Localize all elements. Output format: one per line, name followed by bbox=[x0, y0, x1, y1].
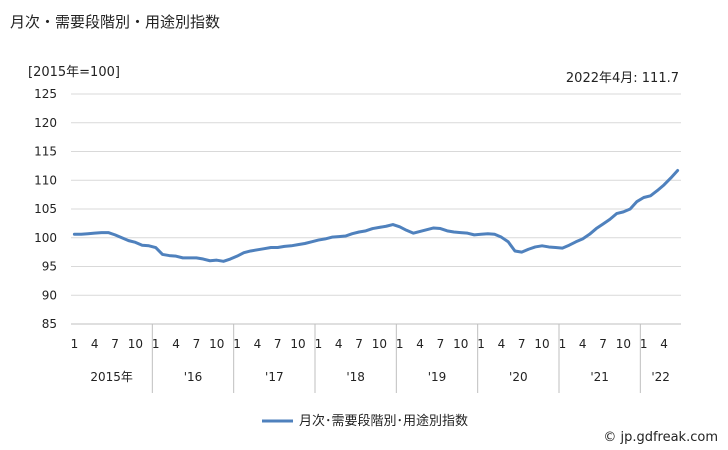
x-tick-label: 4 bbox=[172, 337, 180, 351]
x-tick-label: 4 bbox=[498, 337, 506, 351]
x-tick-label: 10 bbox=[616, 337, 631, 351]
x-tick-label: 10 bbox=[128, 337, 143, 351]
x-tick-label: 7 bbox=[111, 337, 119, 351]
x-tick-label: 10 bbox=[534, 337, 549, 351]
x-year-label: '20 bbox=[509, 370, 528, 384]
y-tick-label: 110 bbox=[34, 173, 57, 187]
latest-value-annotation: 2022年4月: 111.7 bbox=[566, 71, 679, 86]
unit-label: [2015年=100] bbox=[28, 65, 120, 80]
x-tick-label: 4 bbox=[660, 337, 668, 351]
y-tick-label: 100 bbox=[34, 231, 57, 245]
y-tick-label: 95 bbox=[42, 260, 57, 274]
series-line bbox=[72, 168, 680, 263]
y-tick-label: 120 bbox=[34, 116, 57, 130]
legend: 月次･需要段階別･用途別指数 bbox=[262, 413, 468, 429]
x-tick-label: 7 bbox=[437, 337, 445, 351]
x-tick-label: 1 bbox=[396, 337, 404, 351]
x-tick-label: 1 bbox=[71, 337, 79, 351]
x-year-label: '22 bbox=[651, 370, 670, 384]
x-tick-label: 10 bbox=[209, 337, 224, 351]
y-tick-label: 125 bbox=[34, 87, 57, 101]
y-tick-label: 105 bbox=[34, 202, 57, 216]
y-tick-label: 85 bbox=[42, 317, 57, 331]
x-tick-label: 4 bbox=[416, 337, 424, 351]
credit-text: © jp.gdfreak.com bbox=[603, 430, 718, 445]
x-tick-label: 7 bbox=[599, 337, 607, 351]
x-tick-label: 1 bbox=[233, 337, 241, 351]
x-tick-label: 10 bbox=[453, 337, 468, 351]
x-tick-label: 1 bbox=[152, 337, 160, 351]
x-tick-label: 4 bbox=[91, 337, 99, 351]
legend-label: 月次･需要段階別･用途別指数 bbox=[299, 413, 468, 429]
x-tick-label: 10 bbox=[372, 337, 387, 351]
x-year-label: '17 bbox=[265, 370, 284, 384]
x-year-label: '16 bbox=[184, 370, 203, 384]
x-year-label: '18 bbox=[346, 370, 365, 384]
gridlines bbox=[71, 93, 681, 325]
x-tick-label: 4 bbox=[335, 337, 343, 351]
x-tick-label: 4 bbox=[579, 337, 587, 351]
x-tick-label: 10 bbox=[290, 337, 305, 351]
x-tick-label: 1 bbox=[477, 337, 485, 351]
x-year-label: 2015年 bbox=[90, 370, 133, 384]
series-group bbox=[72, 168, 680, 263]
x-tick-label: 7 bbox=[355, 337, 363, 351]
x-tick-label: 7 bbox=[274, 337, 282, 351]
y-tick-label: 115 bbox=[34, 145, 57, 159]
chart-title: 月次・需要段階別・用途別指数 bbox=[10, 13, 220, 31]
y-axis-ticks: 85 90 95 100 105 110 115 120 125 bbox=[34, 87, 57, 331]
x-year-label: '21 bbox=[590, 370, 609, 384]
x-tick-label: 7 bbox=[193, 337, 201, 351]
x-axis: 1 4 7 10 1 4 7 10 1 4 7 10 1 4 7 10 1 4 7 10 1 4 7 10 1 4 7 10 1 4201… bbox=[71, 323, 681, 393]
x-year-label: '19 bbox=[428, 370, 447, 384]
y-tick-label: 90 bbox=[42, 288, 57, 302]
x-tick-label: 4 bbox=[254, 337, 262, 351]
x-tick-label: 7 bbox=[518, 337, 526, 351]
x-tick-label: 1 bbox=[559, 337, 567, 351]
x-tick-label: 1 bbox=[315, 337, 323, 351]
x-tick-label: 1 bbox=[640, 337, 648, 351]
